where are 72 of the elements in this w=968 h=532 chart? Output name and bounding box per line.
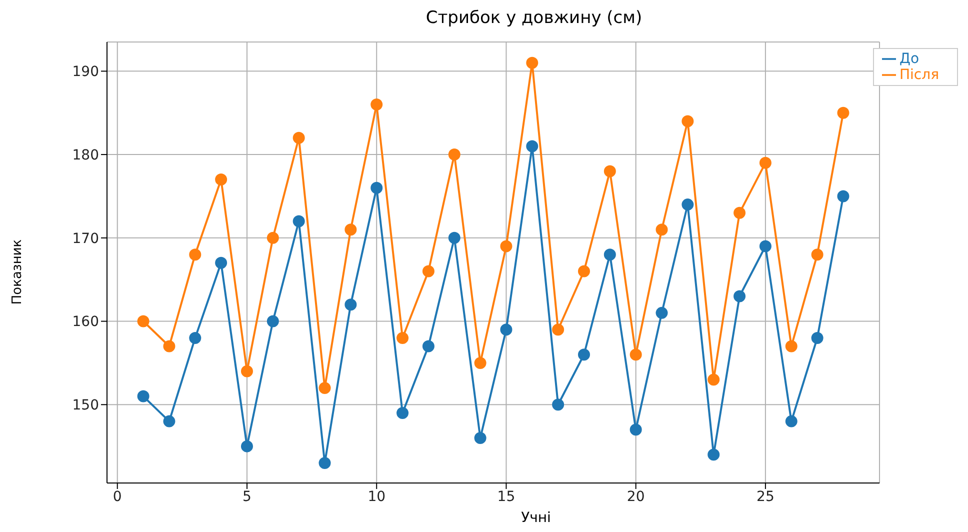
- point: [837, 106, 850, 119]
- point: [448, 148, 460, 161]
- point: [656, 224, 668, 236]
- x-tick-label: 5: [242, 488, 252, 505]
- point: [526, 56, 538, 69]
- point: [189, 248, 202, 261]
- point: [630, 424, 642, 436]
- point: [318, 382, 331, 394]
- point: [837, 190, 850, 202]
- point: [137, 315, 150, 328]
- point: [266, 232, 279, 244]
- point: [604, 248, 616, 261]
- point: [734, 206, 746, 219]
- point: [396, 406, 409, 419]
- point: [682, 115, 694, 128]
- x-tick-label: 25: [756, 488, 774, 505]
- point: [578, 348, 590, 361]
- point: [344, 224, 357, 236]
- point: [811, 332, 824, 344]
- point: [759, 240, 772, 252]
- legend-label: Після: [900, 67, 939, 83]
- point: [811, 248, 824, 261]
- point: [163, 415, 176, 428]
- point: [526, 140, 538, 152]
- point: [318, 456, 331, 469]
- point: [215, 174, 228, 186]
- y-tick-label: 180: [72, 148, 99, 164]
- x-tick-label: 20: [626, 488, 645, 505]
- x-axis-title: Учні: [520, 510, 552, 526]
- point: [630, 348, 642, 361]
- point: [474, 356, 486, 369]
- x-tick-label: 0: [112, 488, 122, 505]
- point: [682, 198, 694, 211]
- x-tick-label: 10: [368, 488, 386, 505]
- point: [759, 156, 772, 169]
- point: [266, 315, 279, 328]
- point: [734, 290, 746, 302]
- point: [163, 340, 176, 352]
- point: [448, 232, 460, 244]
- point: [785, 415, 798, 428]
- point: [474, 432, 486, 444]
- point: [137, 390, 150, 402]
- point: [708, 448, 720, 461]
- point: [370, 182, 383, 194]
- x-tick-label: 15: [497, 488, 516, 505]
- point: [292, 132, 305, 144]
- point: [500, 324, 512, 336]
- point: [552, 398, 564, 411]
- point: [708, 374, 720, 386]
- point: [215, 256, 228, 269]
- chart-title: Стрибок у довжину (см): [424, 8, 644, 28]
- point: [785, 340, 798, 352]
- point: [604, 165, 616, 178]
- point: [500, 240, 512, 252]
- point: [240, 365, 253, 378]
- point: [552, 324, 564, 336]
- point: [370, 98, 383, 111]
- y-tick-label: 160: [72, 314, 99, 330]
- point: [396, 332, 409, 344]
- point: [656, 306, 668, 319]
- point: [292, 215, 305, 228]
- y-tick-label: 150: [72, 398, 99, 414]
- y-tick-label: 190: [72, 64, 99, 80]
- point: [422, 265, 434, 278]
- legend-label: До: [900, 51, 920, 67]
- point: [578, 265, 590, 278]
- point: [240, 440, 253, 452]
- point: [344, 298, 357, 311]
- point: [189, 332, 202, 344]
- point: [422, 340, 434, 352]
- y-tick-label: 170: [72, 230, 99, 247]
- y-axis-title: Показник: [10, 239, 26, 305]
